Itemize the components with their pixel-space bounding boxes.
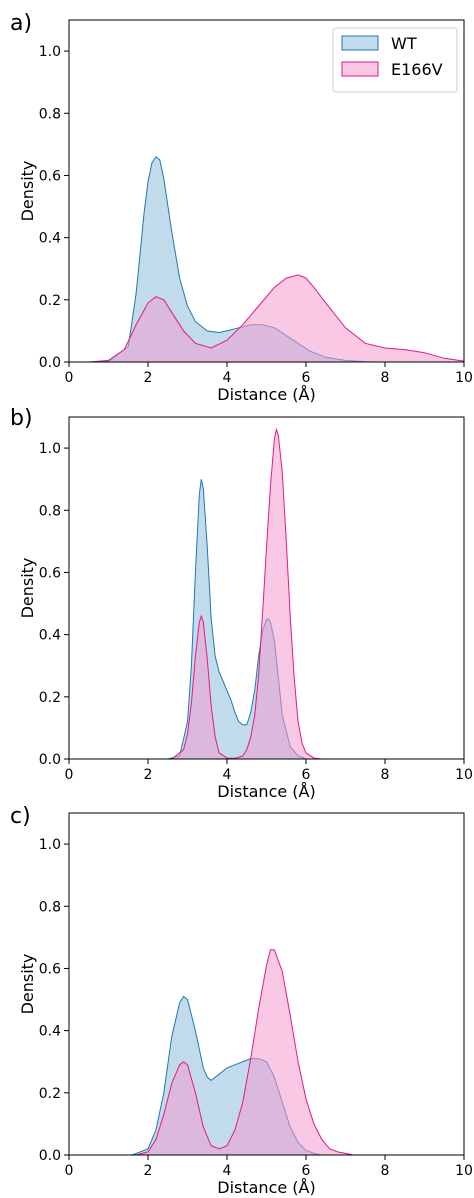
x-tick-label: 0 bbox=[65, 1163, 74, 1179]
chart-panel-2: b) 0 2 4 6 8 10 0.0 0.2 0.4 0.6 0.8 1.0 Distance (Å) D… bbox=[10, 406, 473, 801]
y-tick-label: 0.0 bbox=[39, 1148, 61, 1164]
axes-frame bbox=[68, 19, 465, 363]
x-tick-label: 6 bbox=[302, 1163, 311, 1179]
y-tick-label: 0.4 bbox=[39, 231, 61, 247]
y-tick-label: 1.0 bbox=[39, 441, 61, 457]
legend: WT E166V bbox=[332, 27, 458, 93]
series-area-e166v bbox=[88, 274, 465, 362]
x-tick-label: 10 bbox=[455, 1163, 473, 1179]
y-tick-label: 0.6 bbox=[39, 168, 61, 184]
x-tick-label: 2 bbox=[144, 767, 153, 783]
x-axis-label: Distance (Å) bbox=[217, 385, 315, 404]
x-tick-label: 8 bbox=[381, 1163, 390, 1179]
legend-label-e166v: E166V bbox=[391, 60, 443, 79]
x-tick-label: 2 bbox=[144, 1163, 153, 1179]
legend-label-wt: WT bbox=[391, 34, 417, 53]
x-tick-label: 8 bbox=[381, 767, 390, 783]
y-tick-label: 0.2 bbox=[39, 1086, 61, 1102]
x-tick-label: 4 bbox=[223, 767, 232, 783]
x-tick-label: 0 bbox=[65, 767, 74, 783]
panel-label: b) bbox=[10, 406, 33, 431]
x-tick-label: 4 bbox=[223, 370, 232, 386]
y-tick-label: 0.8 bbox=[39, 899, 61, 915]
y-tick-label: 0.6 bbox=[39, 565, 61, 581]
axes-frame bbox=[68, 812, 465, 1156]
y-tick-label: 0.6 bbox=[39, 961, 61, 977]
y-tick-label: 0.0 bbox=[39, 752, 61, 768]
x-tick-label: 4 bbox=[223, 1163, 232, 1179]
y-tick-label: 0.8 bbox=[39, 106, 61, 122]
panel-label: a) bbox=[10, 11, 32, 36]
series-line-e166v bbox=[171, 427, 322, 760]
y-tick-label: 0.0 bbox=[39, 355, 61, 371]
y-tick-label: 0.2 bbox=[39, 690, 61, 706]
x-axis-label: Distance (Å) bbox=[217, 1178, 315, 1197]
series-line-e166v bbox=[135, 949, 354, 1156]
x-axis-label: Distance (Å) bbox=[217, 782, 315, 801]
y-tick-label: 0.8 bbox=[39, 503, 61, 519]
x-tick-label: 0 bbox=[65, 370, 74, 386]
y-tick-label: 0.4 bbox=[39, 628, 61, 644]
series-line-e166v bbox=[88, 274, 465, 363]
x-tick-label: 6 bbox=[302, 370, 311, 386]
x-tick-label: 10 bbox=[455, 767, 473, 783]
y-axis-label: Density bbox=[18, 558, 37, 619]
panel-label: c) bbox=[10, 804, 31, 829]
x-tick-label: 10 bbox=[455, 370, 473, 386]
chart-panel-3: c) 0 2 4 6 8 10 0.0 0.2 0.4 0.6 0.8 1.0 Distance (Å) D… bbox=[10, 804, 473, 1197]
y-tick-label: 1.0 bbox=[39, 44, 61, 60]
y-axis-label: Density bbox=[18, 954, 37, 1015]
y-tick-label: 0.4 bbox=[39, 1024, 61, 1040]
y-tick-label: 1.0 bbox=[39, 837, 61, 853]
x-tick-label: 8 bbox=[381, 370, 390, 386]
chart-panel-1: a) 0 2 4 6 8 10 0.0 0.2 0.4 0.6 0.8 1.0 Distance (Å) D… bbox=[10, 11, 473, 404]
legend-swatch-e166v bbox=[341, 61, 379, 77]
series-area-e166v bbox=[136, 949, 354, 1155]
y-tick-label: 0.2 bbox=[39, 293, 61, 309]
legend-swatch-wt bbox=[341, 35, 379, 51]
y-axis-label: Density bbox=[18, 161, 37, 222]
x-tick-label: 6 bbox=[302, 767, 311, 783]
axes-frame bbox=[68, 416, 465, 760]
x-tick-label: 2 bbox=[144, 370, 153, 386]
